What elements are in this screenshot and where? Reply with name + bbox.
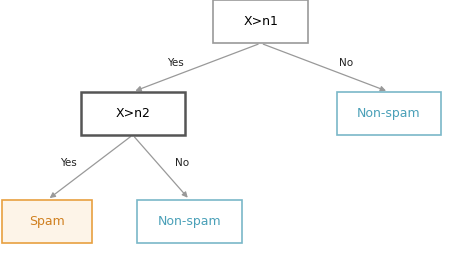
Text: X>n1: X>n1 <box>243 15 278 28</box>
FancyBboxPatch shape <box>137 200 242 243</box>
FancyBboxPatch shape <box>337 92 441 135</box>
Text: Spam: Spam <box>29 215 65 228</box>
Text: Non-spam: Non-spam <box>158 215 221 228</box>
Text: Non-spam: Non-spam <box>357 107 420 120</box>
Text: No: No <box>339 58 353 69</box>
Text: No: No <box>175 158 190 168</box>
Text: Yes: Yes <box>167 58 184 69</box>
Text: X>n2: X>n2 <box>115 107 150 120</box>
Text: Yes: Yes <box>60 158 77 168</box>
FancyBboxPatch shape <box>213 0 308 43</box>
FancyBboxPatch shape <box>81 92 185 135</box>
FancyBboxPatch shape <box>2 200 92 243</box>
